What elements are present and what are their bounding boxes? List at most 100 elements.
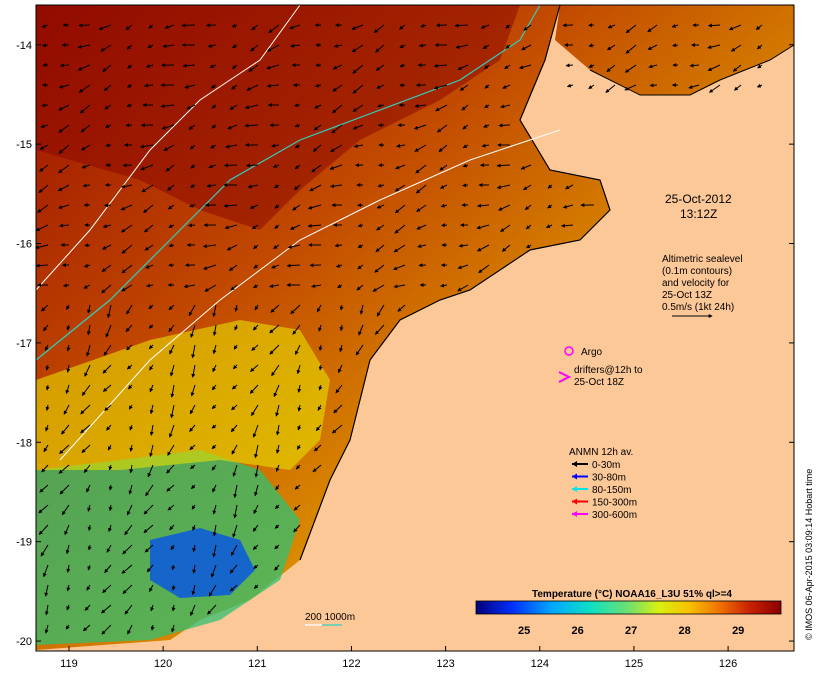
- velocity-arrow: [203, 264, 217, 270]
- velocity-arrow: [624, 84, 637, 91]
- velocity-arrow: [415, 164, 427, 174]
- velocity-arrow: [756, 44, 763, 50]
- velocity-arrow: [293, 103, 301, 108]
- velocity-arrow: [211, 404, 217, 410]
- velocity-arrow: [35, 263, 49, 268]
- velocity-arrow: [210, 564, 217, 578]
- velocity-arrow: [211, 424, 217, 429]
- velocity-arrow: [106, 304, 112, 319]
- altimetry-legend: Altimetric sealevel (0.1m contours) and …: [662, 254, 743, 318]
- velocity-arrow: [313, 124, 322, 131]
- velocity-arrow: [482, 44, 490, 50]
- velocity-arrow: [351, 44, 364, 53]
- velocity-arrow: [204, 284, 217, 292]
- velocity-arrow: [331, 124, 343, 134]
- velocity-arrow: [184, 84, 196, 89]
- velocity-arrow: [374, 264, 385, 273]
- velocity-arrow: [148, 324, 154, 329]
- velocity-arrow: [121, 264, 133, 274]
- velocity-arrow: [190, 164, 196, 169]
- velocity-arrow: [168, 424, 175, 438]
- velocity-arrow: [358, 324, 364, 336]
- velocity-arrow: [81, 164, 91, 169]
- velocity-arrow: [755, 24, 763, 30]
- velocity-arrow: [457, 264, 469, 270]
- velocity-arrow: [294, 123, 301, 128]
- anmn-arrowhead-icon: [572, 486, 577, 492]
- velocity-arrow: [149, 404, 154, 415]
- velocity-arrow: [230, 424, 238, 433]
- velocity-arrow: [58, 464, 70, 474]
- velocity-arrow: [318, 364, 323, 371]
- velocity-arrow: [688, 84, 700, 89]
- depth-contour-label: 200 1000m: [305, 612, 355, 623]
- velocity-arrow: [84, 364, 91, 377]
- velocity-arrow: [145, 64, 154, 68]
- velocity-arrow: [309, 184, 322, 192]
- velocity-arrow: [397, 304, 406, 312]
- velocity-arrow: [290, 43, 301, 48]
- velocity-arrow: [566, 83, 574, 88]
- velocity-arrow: [171, 624, 175, 633]
- velocity-arrow: [149, 444, 154, 458]
- velocity-arrow: [332, 84, 343, 92]
- velocity-arrow: [230, 284, 238, 291]
- velocity-arrow: [295, 464, 301, 470]
- lat-tick-label: -19: [16, 537, 32, 549]
- velocity-arrow: [224, 224, 238, 230]
- velocity-arrow: [254, 464, 259, 478]
- velocity-arrow: [84, 604, 91, 611]
- sst-cold-patch: [150, 528, 255, 598]
- velocity-arrow: [357, 244, 364, 248]
- velocity-arrow: [149, 384, 154, 393]
- velocity-arrow: [273, 244, 280, 249]
- velocity-arrow: [87, 544, 92, 551]
- velocity-arrow: [182, 63, 196, 68]
- velocity-arrow: [86, 584, 91, 591]
- velocity-arrow: [191, 584, 196, 596]
- velocity-arrow: [183, 284, 196, 289]
- velocity-arrow: [66, 604, 71, 611]
- velocity-arrow: [250, 44, 259, 52]
- velocity-arrow: [292, 204, 301, 211]
- velocity-arrow: [65, 544, 70, 555]
- velocity-arrow: [44, 584, 49, 597]
- colorbar-gradient: [475, 600, 782, 615]
- velocity-arrow: [332, 64, 343, 70]
- datetime-line-1: 25-Oct-2012: [665, 192, 732, 206]
- velocity-arrow: [275, 444, 280, 454]
- velocity-arrow: [271, 143, 280, 148]
- velocity-arrow: [502, 84, 511, 89]
- velocity-arrow: [101, 244, 112, 250]
- velocity-arrow: [166, 464, 175, 474]
- velocity-arrow: [124, 524, 133, 536]
- velocity-arrow: [393, 284, 406, 289]
- velocity-arrow: [459, 84, 469, 91]
- velocity-arrow: [64, 524, 70, 536]
- velocity-arrow: [296, 364, 301, 375]
- velocity-arrow: [171, 584, 176, 591]
- velocity-arrow: [42, 564, 49, 578]
- velocity-arrow: [251, 224, 259, 230]
- velocity-arrow: [58, 124, 70, 133]
- velocity-arrow: [707, 64, 721, 71]
- coastline-kimberley: [589, 44, 795, 96]
- velocity-arrow: [249, 384, 259, 394]
- velocity-arrow: [461, 104, 469, 111]
- velocity-arrow: [353, 144, 364, 148]
- velocity-arrow: [314, 83, 322, 88]
- lat-tick-label: -15: [16, 139, 32, 151]
- velocity-arrow: [229, 584, 238, 592]
- depth-contour-legend: 200 1000m: [305, 612, 355, 626]
- velocity-arrow: [232, 524, 238, 538]
- velocity-arrow: [505, 24, 511, 29]
- velocity-arrow: [210, 144, 217, 149]
- velocity-arrow: [66, 564, 71, 573]
- velocity-arrow: [413, 124, 427, 130]
- velocity-arrow: [359, 304, 364, 315]
- velocity-arrow: [41, 103, 49, 108]
- velocity-arrow: [334, 243, 343, 248]
- velocity-arrow: [352, 124, 364, 130]
- colorbar-ticks: 25 26 27 28 29: [518, 625, 744, 637]
